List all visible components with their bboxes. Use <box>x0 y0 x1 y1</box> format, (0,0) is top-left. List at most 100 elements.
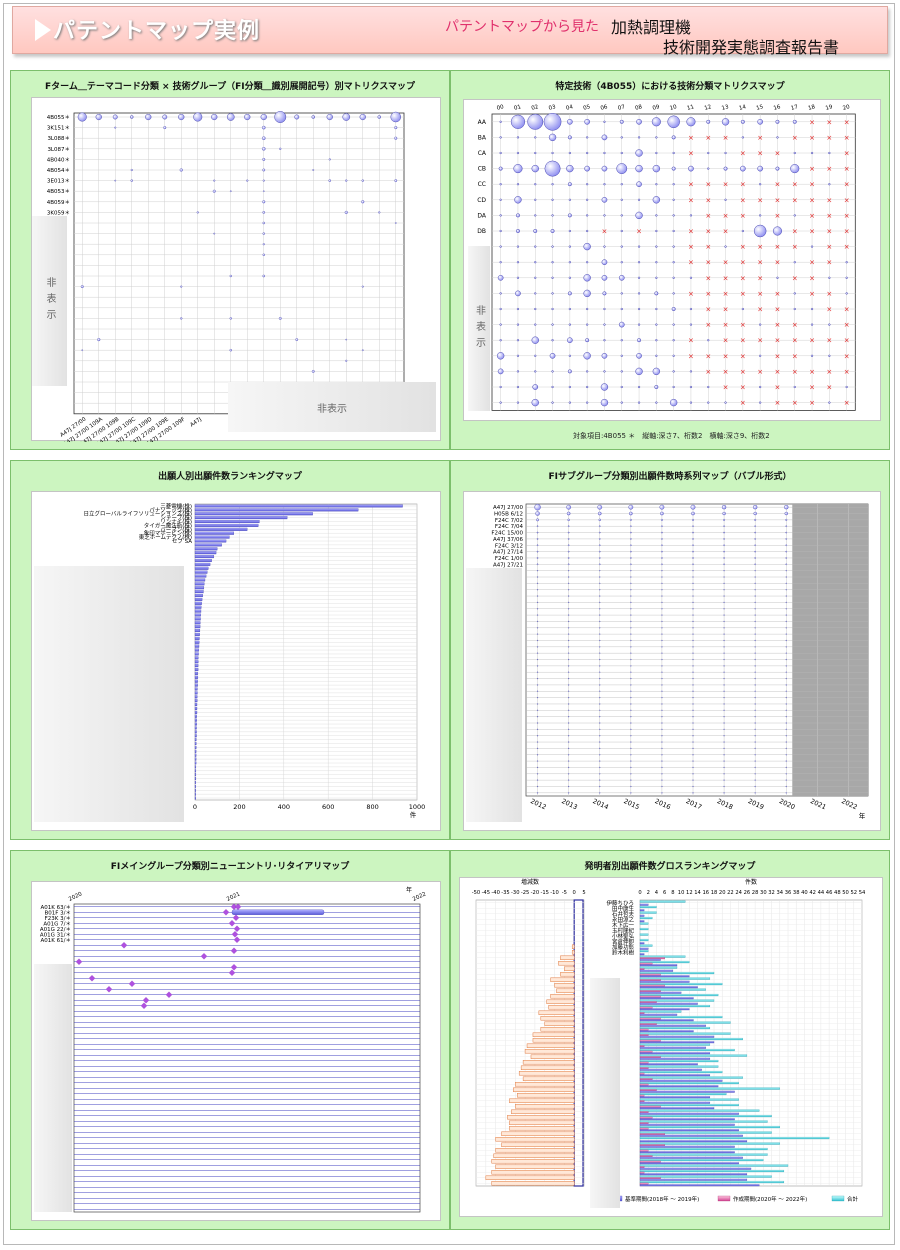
cross-mark: × <box>809 165 815 173</box>
bubble <box>180 317 183 320</box>
bubble <box>785 760 787 762</box>
bubble <box>497 368 504 375</box>
bubble <box>845 276 848 279</box>
cross-mark: × <box>792 352 798 360</box>
bubble <box>550 229 555 233</box>
report-title-line1: 加熱調理機 <box>611 18 692 37</box>
bubble <box>262 168 266 172</box>
base-bar <box>639 1123 735 1126</box>
total-bar <box>639 1136 830 1140</box>
change-bar <box>556 988 575 993</box>
bubble <box>620 151 623 155</box>
bubble <box>598 525 601 528</box>
created-bar <box>639 1050 653 1053</box>
bubble <box>785 518 788 521</box>
total-bar <box>639 1175 772 1178</box>
cross-mark: × <box>740 399 746 407</box>
bubble <box>754 779 756 781</box>
cross-mark: × <box>775 290 781 298</box>
bubble <box>692 684 694 686</box>
change-bar <box>520 1065 575 1070</box>
bubble <box>566 504 572 510</box>
bubble <box>759 183 762 186</box>
cross-mark: × <box>723 212 729 220</box>
bubble <box>527 113 544 130</box>
x-tick-label: 30 <box>760 890 767 896</box>
bubble <box>753 511 757 516</box>
row-label: A47J 37/06 <box>493 537 523 543</box>
cross-mark: × <box>844 134 850 142</box>
bubble <box>723 709 725 711</box>
x-tick-label: 13 <box>721 104 730 112</box>
bubble <box>361 349 364 352</box>
change-bar <box>526 1043 575 1048</box>
x-tick-label: 28 <box>752 890 759 896</box>
bubble <box>598 557 601 559</box>
bubble <box>754 690 756 692</box>
bubble <box>244 113 251 121</box>
bubble <box>741 136 745 139</box>
total-bar <box>639 916 653 920</box>
bubble <box>723 760 725 762</box>
bubble <box>655 323 658 326</box>
base-bar <box>639 997 694 1000</box>
bubble <box>635 164 643 173</box>
change-bar <box>516 1093 575 1098</box>
bubble <box>754 633 756 635</box>
bubble <box>599 735 601 737</box>
bubble <box>551 339 554 342</box>
bubble <box>672 245 675 248</box>
bubble <box>635 211 643 220</box>
bubble <box>516 370 520 373</box>
base-bar <box>639 1085 719 1088</box>
bubble <box>531 164 539 173</box>
cross-mark: × <box>723 337 729 345</box>
total-bar <box>639 1147 768 1151</box>
bubble <box>723 735 725 737</box>
bubble <box>196 211 199 214</box>
base-bar <box>639 1167 752 1170</box>
bubble <box>754 728 756 730</box>
change-bar <box>495 1164 575 1169</box>
page-frame <box>3 3 895 1245</box>
x-tick-label: 03 <box>548 104 557 112</box>
bubble <box>810 151 814 155</box>
bubble <box>723 608 725 610</box>
bubble <box>661 525 663 528</box>
bubble <box>724 401 727 404</box>
x-tick-label: 18 <box>711 890 718 896</box>
bubble <box>567 785 570 788</box>
total-bar <box>639 1037 743 1041</box>
x-tick-label: 34 <box>776 890 783 896</box>
bubble <box>754 639 756 642</box>
bubble <box>599 709 601 711</box>
base-bar <box>639 1035 715 1038</box>
bubble <box>497 274 504 281</box>
bubble <box>845 292 848 295</box>
bubble <box>692 741 694 743</box>
bubble <box>759 354 762 357</box>
cross-mark: × <box>844 228 850 236</box>
bubble <box>661 614 663 616</box>
bubble <box>661 684 663 686</box>
category-label: 宮倉伸即 <box>612 937 635 945</box>
bubble <box>345 179 348 182</box>
bubble <box>567 646 570 648</box>
bubble <box>394 136 398 140</box>
x-tick-label: 18 <box>808 104 817 112</box>
axis-title: 件数 <box>745 878 757 886</box>
bar <box>194 516 288 520</box>
bubble <box>568 307 571 311</box>
bubble <box>845 261 848 264</box>
x-tick-label: 20 <box>842 104 851 112</box>
bubble <box>213 179 216 182</box>
bubble <box>692 716 694 718</box>
plot-frame <box>73 903 421 1213</box>
chart-area: 4B055＊ 3K151＊ 3L088＊ 3L087＊ 4B040＊ 4B054＊ 3E01… <box>31 97 441 442</box>
bubble <box>603 370 606 373</box>
bubble <box>516 151 520 155</box>
bubble <box>723 785 725 788</box>
created-bar <box>639 968 645 971</box>
bubble <box>551 401 554 404</box>
bar <box>194 520 260 524</box>
